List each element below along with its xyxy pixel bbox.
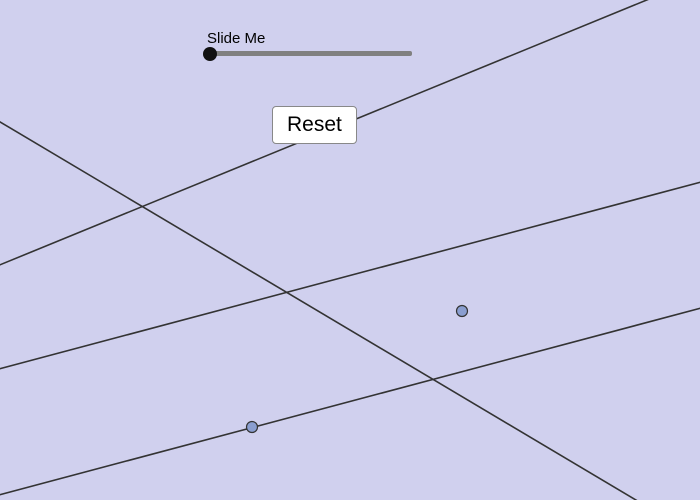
canvas-bg xyxy=(0,0,700,500)
geometry-point[interactable] xyxy=(457,306,468,317)
geometry-point[interactable] xyxy=(247,422,258,433)
slider-label: Slide Me xyxy=(207,30,412,47)
geometry-canvas xyxy=(0,0,700,500)
slider-thumb[interactable] xyxy=(203,47,217,61)
slide-me-slider[interactable]: Slide Me xyxy=(207,30,412,56)
reset-button[interactable]: Reset xyxy=(272,106,357,144)
slider-track[interactable] xyxy=(207,51,412,56)
